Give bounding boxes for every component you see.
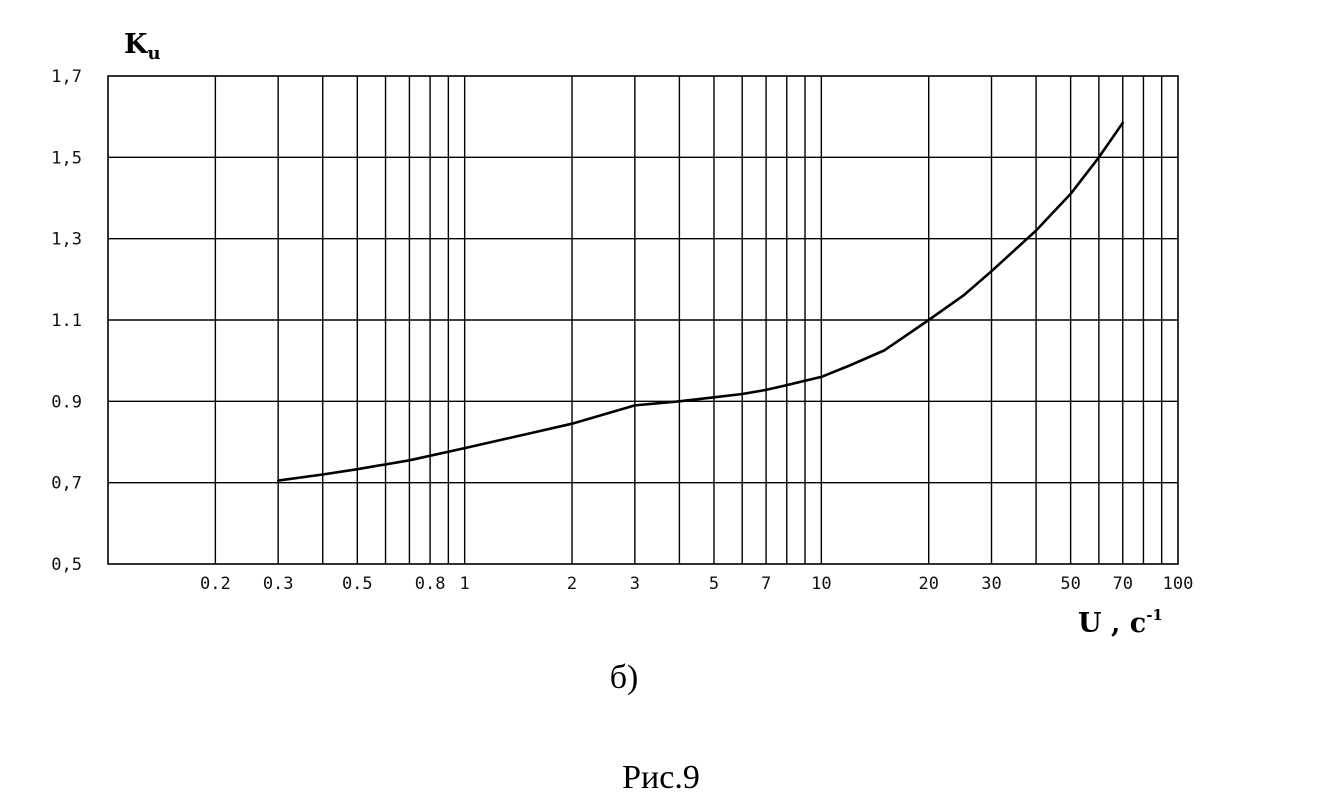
x-tick-label: 0.8 xyxy=(415,574,446,594)
x-tick-labels: 0.2 0.3 0.5 0.8 1 2 3 5 7 10 20 30 50 70 100 xyxy=(200,574,1193,594)
x-tick-label: 0.3 xyxy=(263,574,294,594)
x-axis-label: U , c-1 xyxy=(1078,606,1163,639)
y-tick-label: 0.9 xyxy=(51,392,82,412)
x-tick-label: 3 xyxy=(630,574,640,594)
x-tick-label: 30 xyxy=(981,574,1001,594)
plot-frame xyxy=(107,75,1179,565)
y-tick-labels: 0,5 0,7 0.9 1.1 1,3 1,5 1,7 xyxy=(51,67,82,575)
x-tick-label: 20 xyxy=(918,574,938,594)
x-tick-label: 2 xyxy=(567,574,577,594)
x-tick-label: 100 xyxy=(1163,574,1194,594)
x-tick-label: 10 xyxy=(811,574,831,594)
x-tick-label: 0.5 xyxy=(342,574,373,594)
x-tick-label: 70 xyxy=(1113,574,1133,594)
y-axis-label: Ku xyxy=(124,29,161,64)
y-tick-label: 1,7 xyxy=(51,67,82,87)
figure-caption: Рис.9 xyxy=(622,759,700,796)
x-tick-label: 0.2 xyxy=(200,574,231,594)
y-tick-label: 1,3 xyxy=(51,230,82,250)
subfigure-label: б) xyxy=(610,659,639,696)
x-tick-label: 5 xyxy=(709,574,719,594)
grid xyxy=(108,76,1178,564)
y-tick-label: 1.1 xyxy=(51,311,82,331)
x-tick-label: 7 xyxy=(761,574,771,594)
y-tick-label: 0,7 xyxy=(51,474,82,494)
series-curve xyxy=(276,121,1125,482)
y-tick-label: 1,5 xyxy=(51,148,82,168)
y-tick-label: 0,5 xyxy=(51,555,82,575)
x-tick-label: 1 xyxy=(460,574,470,594)
x-tick-label: 50 xyxy=(1060,574,1080,594)
